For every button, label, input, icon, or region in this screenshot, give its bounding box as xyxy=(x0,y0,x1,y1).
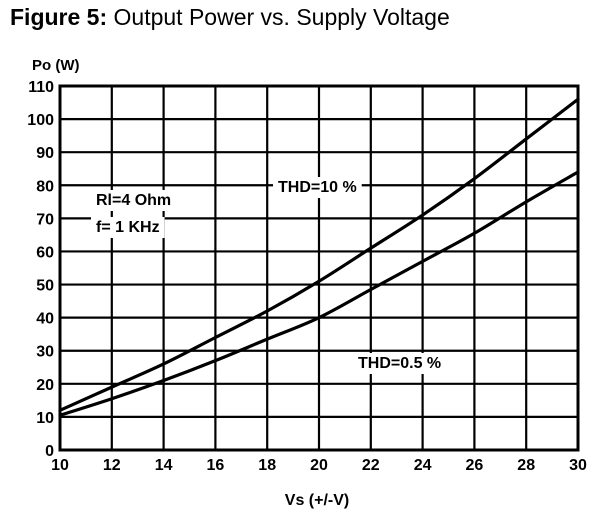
series-line-thd-10 xyxy=(58,97,580,412)
x-tick-label: 30 xyxy=(569,457,587,474)
y-tick-label: 30 xyxy=(36,344,54,361)
series-label-thd-0-5-bg xyxy=(353,353,447,374)
plot-frame xyxy=(58,84,580,452)
series-lines xyxy=(58,97,580,417)
figure-caption: Output Power vs. Supply Voltage xyxy=(113,4,450,30)
y-tick-label: 10 xyxy=(36,410,54,427)
series-line-thd-0-5 xyxy=(58,170,580,417)
x-tick-label: 10 xyxy=(51,457,69,474)
x-tick-label: 12 xyxy=(103,457,121,474)
series-label-thd-10: THD=10 % xyxy=(278,179,357,196)
x-tick-label: 16 xyxy=(207,457,225,474)
grid xyxy=(60,86,578,450)
x-tick-label: 20 xyxy=(310,457,328,474)
series-label-thd-10-bg xyxy=(273,177,362,198)
y-tick-label: 80 xyxy=(36,178,54,195)
x-tick-label: 18 xyxy=(258,457,276,474)
x-axis-label: Vs (+/-V) xyxy=(285,492,349,509)
series-label-thd-0-5: THD=0.5 % xyxy=(358,355,441,372)
annotation-load-bg xyxy=(91,190,177,211)
y-tick-label: 100 xyxy=(27,112,54,129)
y-tick-label: 0 xyxy=(45,443,54,460)
chart-labels: THD=10 % THD=0.5 % Rl=4 Ohm f= 1 KHz xyxy=(91,177,447,374)
y-tick-label: 90 xyxy=(36,145,54,162)
x-tick-label: 22 xyxy=(362,457,380,474)
figure-number: Figure 5: xyxy=(10,4,108,30)
y-tick-label: 20 xyxy=(36,377,54,394)
y-tick-label: 50 xyxy=(36,278,54,295)
x-tick-label: 28 xyxy=(517,457,535,474)
x-tick-label: 24 xyxy=(414,457,432,474)
annotation-frequency-bg xyxy=(91,217,165,238)
y-tick-label: 70 xyxy=(36,211,54,228)
y-axis-label: Po (W) xyxy=(32,57,79,74)
x-tick-label: 26 xyxy=(466,457,484,474)
y-tick-label: 110 xyxy=(28,79,54,96)
annotation-load: Rl=4 Ohm xyxy=(96,192,171,209)
annotation-frequency: f= 1 KHz xyxy=(96,219,160,236)
y-tick-label: 40 xyxy=(36,311,54,328)
y-tick-label: 60 xyxy=(36,244,54,261)
figure-title: Figure 5: Output Power vs. Supply Voltag… xyxy=(10,4,450,31)
x-tick-label: 14 xyxy=(155,457,173,474)
